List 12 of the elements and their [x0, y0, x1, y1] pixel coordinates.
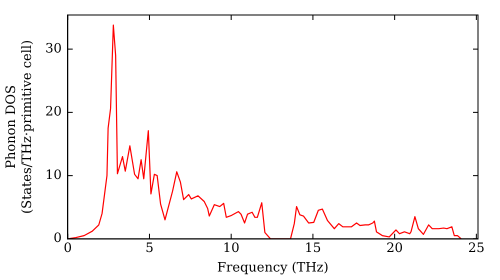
y-tick-label: 10: [45, 168, 62, 183]
x-tick-label: 15: [304, 240, 322, 256]
y-tick-label: 20: [45, 104, 62, 120]
x-tick-label: 10: [222, 240, 240, 256]
x-tick-label: 20: [386, 240, 403, 256]
x-tick-label: 25: [468, 240, 485, 256]
x-tick-label: 5: [145, 240, 154, 256]
y-tick-label: 30: [45, 42, 62, 57]
y-tick-label: 0: [53, 231, 62, 246]
x-axis-title: Frequency (THz): [217, 260, 329, 276]
x-tick-label: 0: [64, 240, 72, 256]
y-axis-title: Phonon DOS (States/THz·primitive cell): [4, 40, 35, 214]
